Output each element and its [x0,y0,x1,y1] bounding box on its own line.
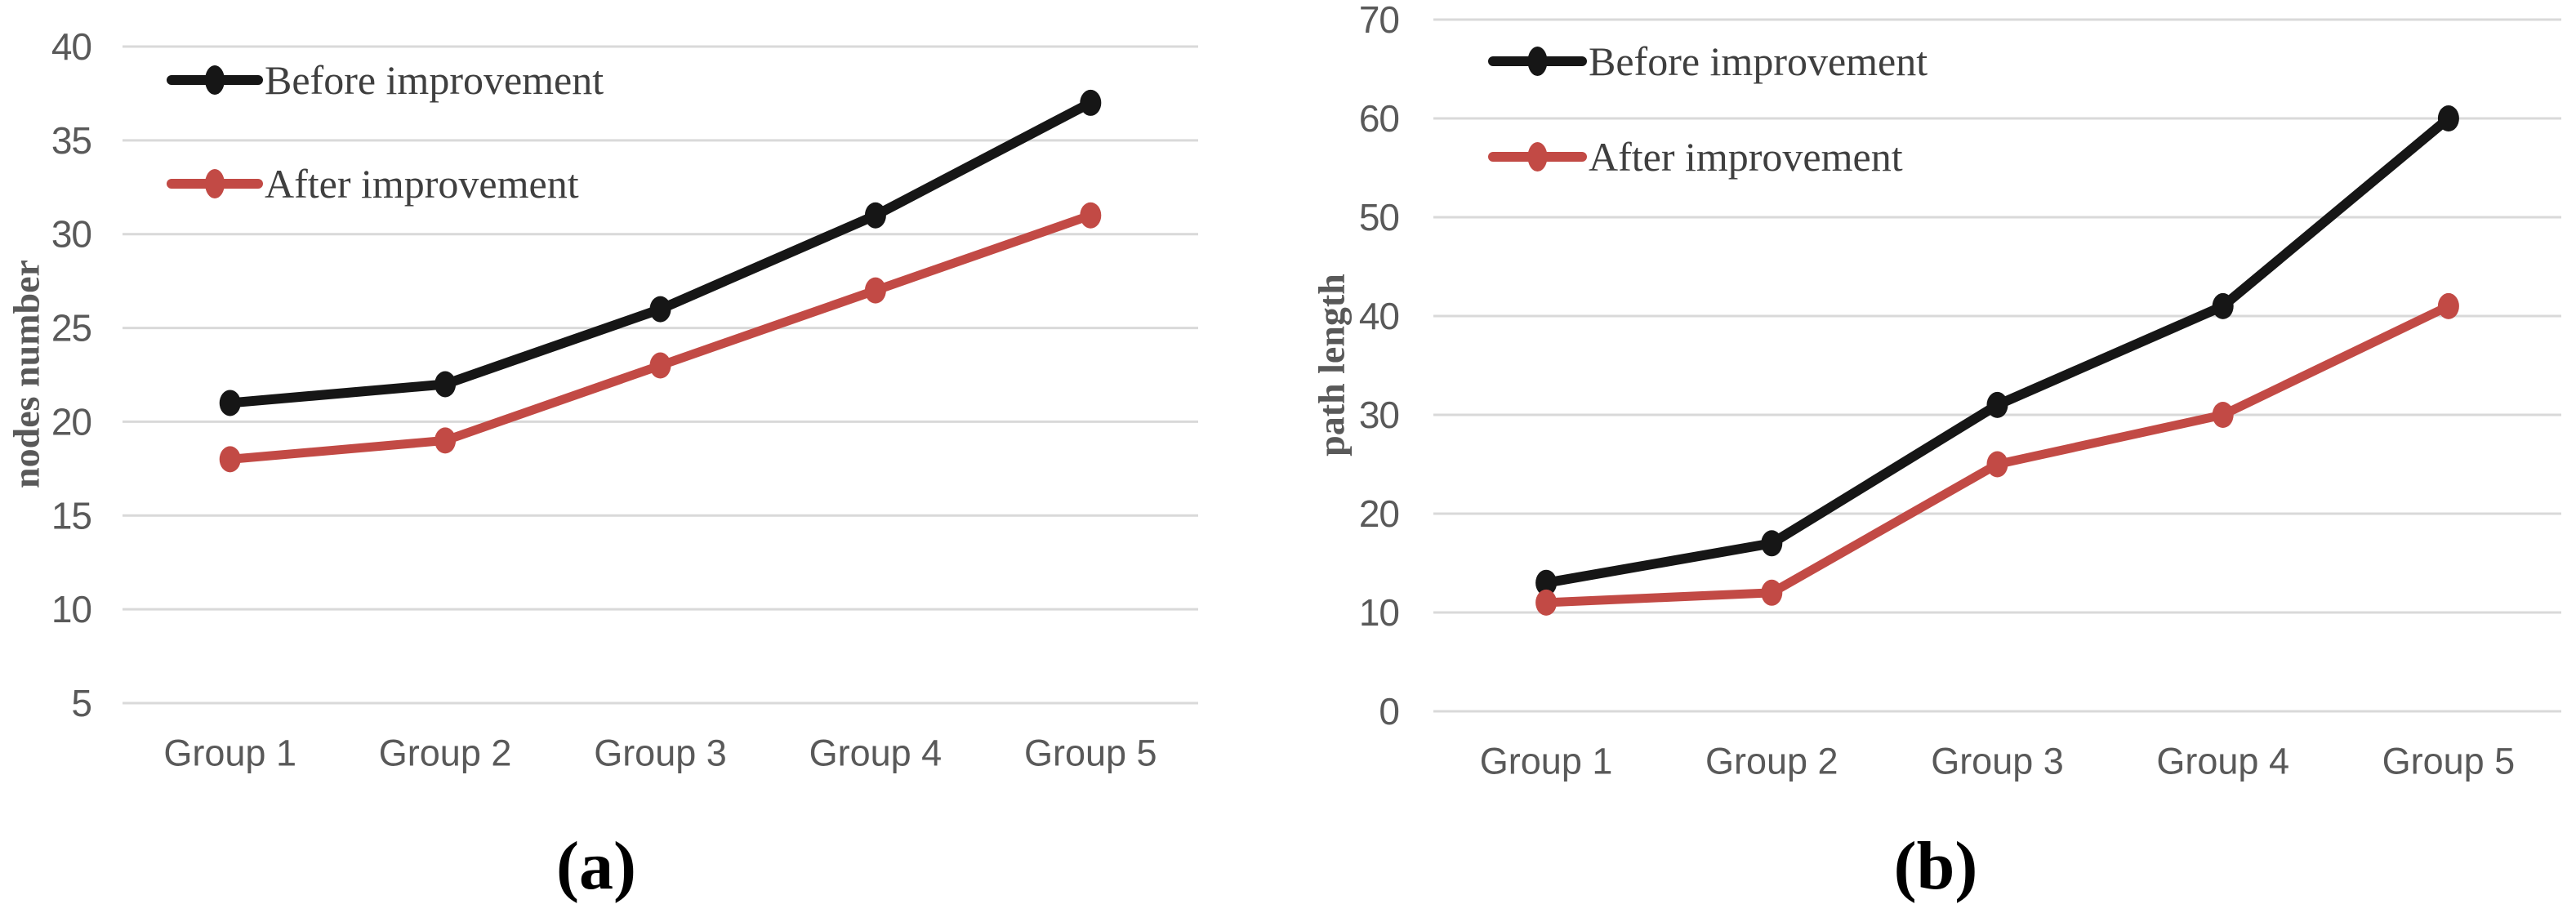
chart-a-caption: (a) [556,828,636,904]
x-category-label: Group 2 [379,733,512,774]
data-point-marker [1535,589,1558,616]
y-tick-label: 30 [51,213,91,256]
y-tick-label: 25 [51,307,91,350]
legend-swatch-marker [1527,142,1548,171]
y-tick-label: 0 [1379,690,1399,733]
y-tick-label: 20 [51,400,91,443]
data-point-marker [2437,105,2459,131]
data-point-marker [649,296,671,323]
chart-b-panel: 0 10 20 30 40 50 60 70 path length Group 1 Group 2… [1288,0,2576,913]
data-point-marker [649,352,671,379]
y-axis-title: path length [1311,274,1353,456]
x-category-label: Group 4 [2156,741,2289,782]
data-point-marker [1080,89,1102,116]
x-category-label: Group 3 [1931,741,2064,782]
data-point-marker [2212,292,2234,319]
legend-label: Before improvement [265,57,604,103]
chart-b-caption: (b) [1893,828,1978,904]
x-category-label: Group 5 [2382,741,2516,782]
legend-swatch-marker [205,169,225,198]
legend-label: After improvement [265,161,579,207]
y-tick-label: 40 [1359,295,1399,337]
legend-label: After improvement [1589,134,1903,180]
x-category-label: Group 2 [1705,741,1838,782]
x-category-label: Group 4 [809,733,943,774]
data-point-marker [1761,579,1783,606]
y-tick-label: 10 [1359,591,1399,634]
data-point-marker [1986,391,2008,418]
chart-a: 5 10 15 20 25 30 35 40 nodes number Group 1 Group … [6,25,1198,774]
y-tick-label: 15 [51,494,91,537]
y-tick-label: 70 [1359,0,1399,41]
data-point-marker [1986,451,2008,478]
y-axis-title: nodes number [6,260,47,488]
y-tick-label: 35 [51,119,91,162]
x-category-label: Group 1 [1480,741,1613,782]
y-tick-label: 50 [1359,196,1399,238]
legend-swatch-marker [1527,47,1548,76]
x-category-label: Group 3 [594,733,727,774]
data-point-marker [2437,292,2459,319]
x-category-label: Group 1 [163,733,296,774]
x-category-label: Group 5 [1024,733,1157,774]
data-point-marker [1080,202,1102,229]
data-point-marker [219,390,241,416]
y-tick-label: 20 [1359,492,1399,535]
data-point-marker [864,202,886,229]
data-point-marker [219,446,241,473]
y-tick-label: 5 [71,682,91,724]
chart-b: 0 10 20 30 40 50 60 70 path length Group 1 Group 2… [1311,0,2561,782]
data-point-marker [435,371,457,398]
legend-label: Before improvement [1589,38,1928,84]
y-tick-label: 30 [1359,394,1399,436]
legend-swatch-marker [205,65,225,95]
data-point-marker [1761,530,1783,557]
y-tick-label: 60 [1359,97,1399,140]
data-point-marker [435,427,457,454]
y-tick-label: 10 [51,588,91,630]
data-point-marker [1535,569,1558,596]
data-point-marker [2212,402,2234,428]
y-tick-label: 40 [51,25,91,68]
chart-a-panel: 5 10 15 20 25 30 35 40 nodes number Group 1 Group … [6,25,1198,904]
data-point-marker [864,277,886,304]
